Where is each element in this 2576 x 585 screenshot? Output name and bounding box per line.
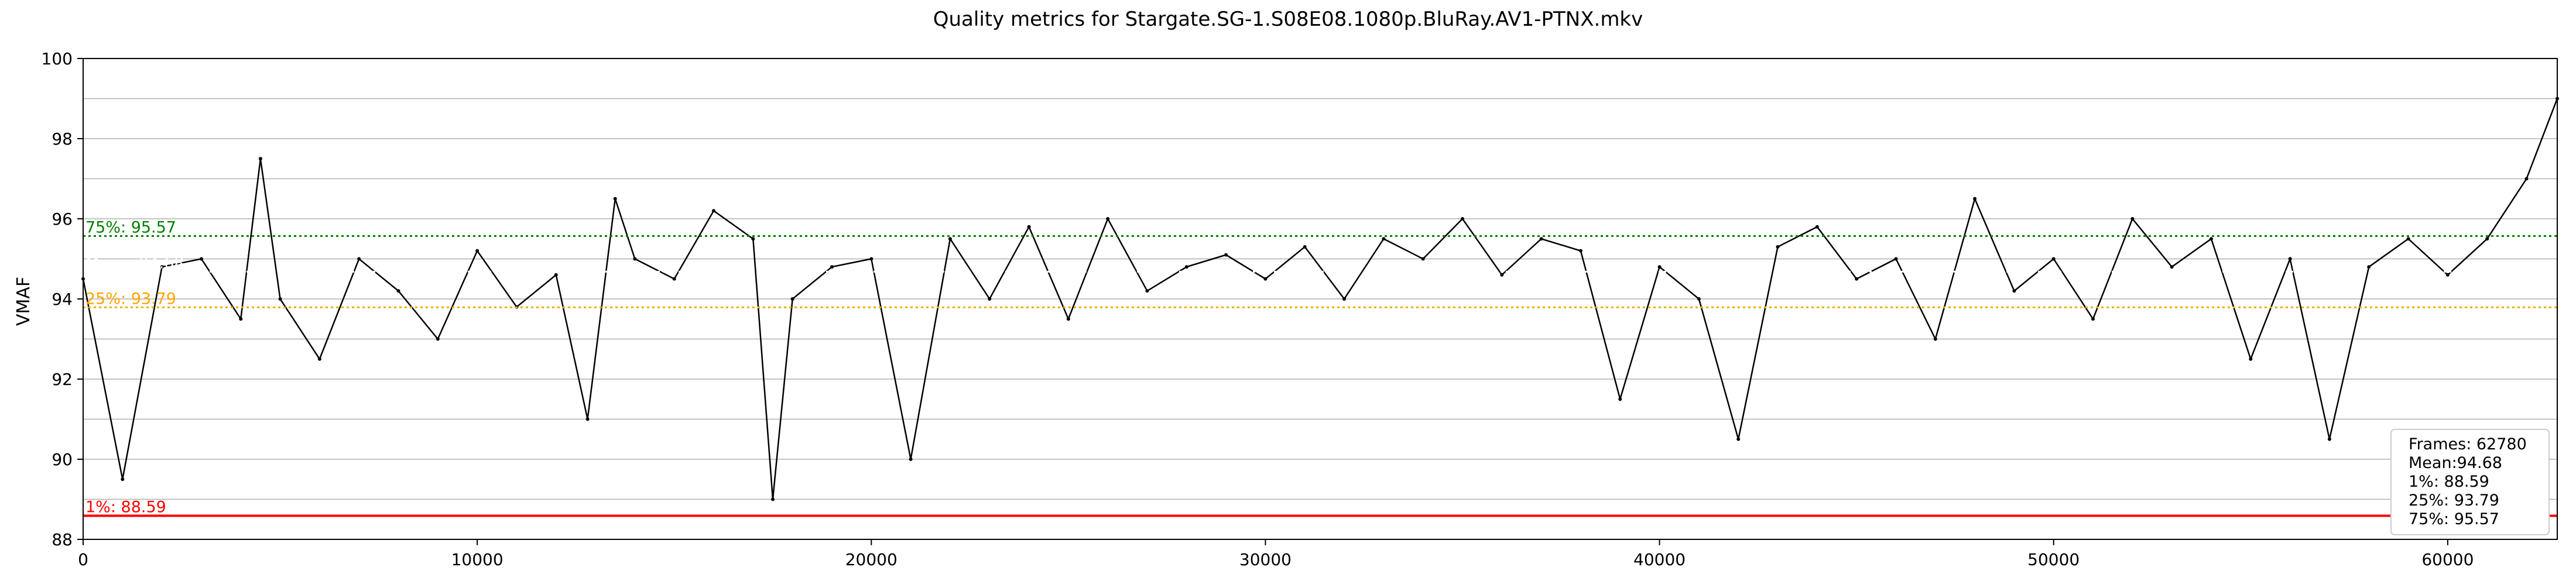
series-point [317,357,321,361]
reference-line-label: 1%: 88.59 [85,498,166,517]
series-point [1933,337,1937,341]
series-point [199,257,203,261]
series-point [278,297,282,301]
series-point [2445,273,2450,277]
series-layer [81,97,2559,501]
series-point [790,297,794,301]
series-point [2209,237,2213,241]
legend-line: 1%: 88.59 [2409,473,2489,491]
series-point [1500,273,1504,277]
y-tick-label: 98 [52,129,73,149]
x-tick-label: 40000 [1633,550,1686,569]
series-point [585,417,590,421]
legend-line: 75%: 95.57 [2409,510,2499,528]
series-point [771,497,775,501]
series-point [1657,265,1662,269]
x-tick-label: 0 [78,550,88,569]
series-point [1027,225,1031,229]
series-point [1894,257,1898,261]
series-point [1106,217,1110,221]
series-point [1382,237,1386,241]
y-tick-label: 90 [52,450,73,469]
series-point [1461,217,1465,221]
series-point [1145,289,1149,293]
y-tick-label: 88 [52,530,73,549]
series-point [160,265,164,269]
x-tick-label: 60000 [2421,550,2474,569]
series-point [2367,265,2371,269]
series-point [1066,317,1070,321]
series-point [1539,237,1543,241]
y-tick-label: 100 [42,49,73,68]
y-tick-label: 94 [52,290,73,309]
legend-line: 25%: 93.79 [2409,491,2499,510]
series-point [258,157,262,161]
legend-line: Frames: 62780 [2409,435,2527,453]
series-point [357,257,361,261]
series-point [2524,177,2529,181]
series-point [2170,265,2174,269]
series-point [1776,245,1780,249]
x-tick-label: 50000 [2027,550,2080,569]
series-point [2327,437,2331,441]
series-point [633,257,637,261]
series-point [1855,277,1859,281]
legend-box [2390,429,2550,535]
series-point [1342,297,1347,301]
series-point [2485,237,2489,241]
series-point [1973,197,1977,201]
series-point [1697,297,1701,301]
series-point [948,237,952,241]
y-tick-label: 96 [52,209,73,229]
chart-title: Quality metrics for Stargate.SG-1.S08E08… [933,8,1643,31]
series-point [121,477,125,481]
y-axis-ticks: 88 90 92 94 96 98 100 [42,49,83,549]
series-point [988,297,992,301]
series-point [1815,225,1819,229]
series-point [1263,277,1268,281]
series-point [2091,317,2095,321]
grid [83,58,2557,540]
series-point [672,277,676,281]
series-point [909,457,913,461]
series-point [613,197,617,201]
legend-line: Mean:94.68 [2409,454,2502,472]
reference-line-label: 25%: 93.79 [85,290,176,308]
series-point [239,317,243,321]
y-tick-label: 92 [52,370,73,389]
reference-line-label: Mean: 94.68 [85,254,184,272]
series-point [869,257,873,261]
reference-line-label: 75%: 95.57 [85,218,176,236]
series-point [1736,437,1741,441]
y-axis-label: VMAF [13,277,34,326]
series-point [1578,249,1582,253]
series-point [1303,245,1307,249]
series-point [830,265,834,269]
series-point [2051,257,2056,261]
series-point [2012,289,2016,293]
series-point [2130,217,2135,221]
series-point [2288,257,2292,261]
series-point [1184,265,1188,269]
series-point [436,337,440,341]
series-point [554,273,558,277]
series-point [2406,237,2410,241]
x-axis-ticks: 0 10000 20000 30000 40000 50000 60000 [78,539,2474,569]
series-point [1224,253,1228,257]
x-tick-label: 20000 [845,550,898,569]
series-point [751,237,755,241]
series-point [1618,397,1622,401]
x-tick-label: 30000 [1239,550,1292,569]
x-tick-label: 10000 [451,550,503,569]
series-point [2249,357,2253,361]
series-point [475,249,479,253]
series-point [1421,257,1425,261]
series-point [396,289,400,293]
series-point [712,209,716,213]
